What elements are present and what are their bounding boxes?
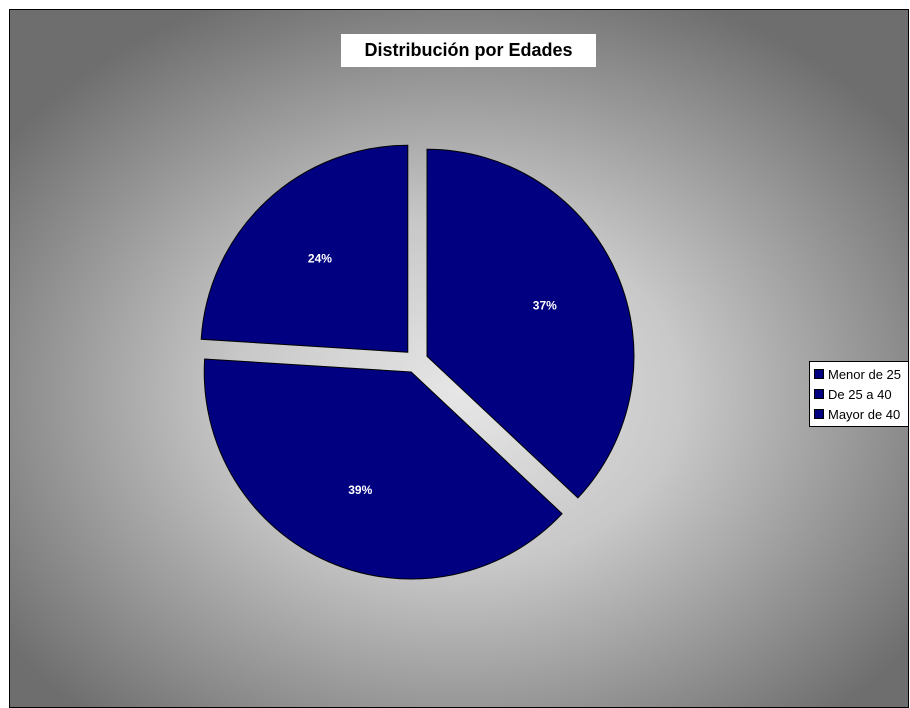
pie-slice-mayor-de-40 <box>200 144 409 353</box>
legend-swatch <box>814 389 824 399</box>
legend-item-de-25-a-40: De 25 a 40 <box>814 384 908 404</box>
data-label-mayor-de-40: 24% <box>308 252 332 266</box>
pie-chart: 37% 39% 24% <box>200 144 635 580</box>
data-label-de-25-a-40: 39% <box>348 483 372 497</box>
data-label-menor-de-25: 37% <box>533 298 557 312</box>
chart-area: 37% 39% 24% Distribución por Edades Menor … <box>9 9 909 708</box>
legend-label: Menor de 25 <box>828 366 901 382</box>
pie-slice-de-25-a-40 <box>203 358 563 580</box>
legend-item-mayor-de-40: Mayor de 40 <box>814 404 908 424</box>
legend-item-menor-de-25: Menor de 25 <box>814 364 908 384</box>
pie-slice-menor-de-25 <box>426 148 635 499</box>
legend-swatch <box>814 409 824 419</box>
legend: Menor de 25 De 25 a 40 Mayor de 40 <box>809 361 908 427</box>
legend-label: De 25 a 40 <box>828 386 892 402</box>
legend-label: Mayor de 40 <box>828 406 901 422</box>
legend-swatch <box>814 369 824 379</box>
chart-title: Distribución por Edades <box>341 34 596 67</box>
